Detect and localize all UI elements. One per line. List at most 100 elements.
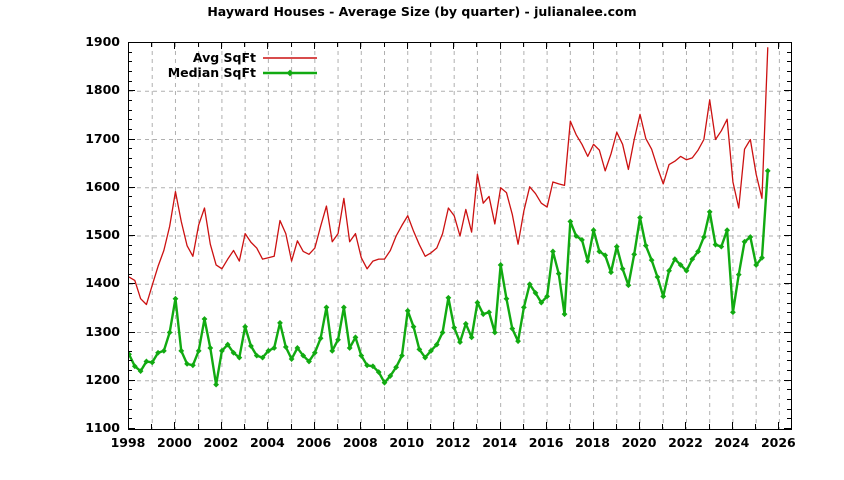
y-axis-minor-tick [128, 51, 132, 53]
y-axis-minor-tick [128, 70, 132, 72]
y-axis-major-tick-right [784, 283, 791, 285]
y-axis-major-tick-right [784, 42, 791, 43]
y-axis-minor-tick-right [787, 177, 791, 179]
x-axis-major-tick-top [499, 42, 501, 49]
y-axis-major-tick [128, 186, 135, 188]
series-marker-median [619, 265, 626, 272]
x-axis-minor-tick-top [429, 42, 431, 47]
x-axis-tick-label: 2026 [760, 435, 796, 450]
series-marker-median [631, 251, 638, 258]
y-axis-tick-label: 1800 [85, 82, 120, 98]
y-axis-major-tick [128, 42, 135, 43]
series-marker-median [166, 329, 173, 336]
series-marker-median [207, 345, 214, 351]
series-marker-median [747, 234, 754, 240]
x-axis-minor-tick [708, 424, 710, 429]
series-marker-median [311, 349, 318, 356]
x-axis-minor-tick [522, 424, 524, 429]
x-axis-major-tick-top [778, 42, 780, 49]
series-marker-median [445, 294, 452, 301]
x-axis-tick-label: 2022 [668, 435, 703, 450]
x-axis-major-tick [685, 422, 687, 429]
y-axis-minor-tick [128, 225, 132, 227]
series-marker-median [700, 234, 707, 240]
y-axis-minor-tick-right [787, 263, 791, 265]
y-axis-minor-tick [128, 418, 132, 420]
series-line-median [129, 169, 769, 386]
series-marker-median [178, 347, 185, 354]
y-axis-minor-tick-right [787, 109, 791, 111]
series-line-avg [129, 47, 769, 306]
x-axis-major-tick [360, 422, 362, 429]
series-marker-median [555, 270, 562, 277]
series-marker-median [451, 324, 458, 331]
y-axis-minor-tick-right [787, 254, 791, 256]
y-axis-minor-tick-right [787, 225, 791, 227]
series-marker-median [689, 256, 696, 263]
y-axis-minor-tick-right [787, 51, 791, 53]
x-axis-major-tick-top [267, 42, 269, 49]
series-marker-median [695, 248, 701, 255]
y-axis-tick-label: 1900 [85, 34, 120, 49]
series-marker-median [236, 354, 243, 361]
series-marker-median [369, 363, 376, 370]
x-axis-tick-label: 2018 [575, 435, 610, 450]
series-marker-median [149, 359, 156, 366]
series-marker-median [538, 299, 545, 306]
x-axis-major-tick [778, 422, 780, 429]
y-axis-major-tick-right [784, 331, 791, 333]
series-marker-median [642, 242, 649, 249]
series-marker-median [550, 248, 556, 255]
y-axis-minor-tick [128, 341, 132, 343]
series-marker-median [718, 243, 725, 250]
x-axis-minor-tick-top [337, 42, 339, 47]
y-axis-minor-tick [128, 370, 132, 372]
x-axis-major-tick-top [128, 42, 129, 49]
series-marker-median [544, 293, 551, 300]
y-axis-minor-tick [128, 109, 132, 111]
plot-svg [129, 43, 791, 429]
y-axis-tick-label: 1500 [85, 227, 120, 242]
y-axis-minor-tick [128, 215, 132, 217]
y-axis-minor-tick-right [787, 302, 791, 304]
series-marker-median [579, 236, 585, 243]
series-marker-median [764, 167, 771, 174]
legend-swatch-median-line [262, 67, 318, 79]
y-axis-major-tick-right [784, 428, 791, 429]
x-axis-minor-tick [476, 424, 478, 429]
series-lines [129, 47, 771, 388]
x-axis-minor-tick-top [383, 42, 385, 47]
x-axis-minor-tick-top [151, 42, 153, 47]
series-marker-median [253, 352, 260, 359]
x-axis-major-tick [499, 422, 501, 429]
y-axis-minor-tick-right [787, 128, 791, 130]
x-axis-minor-tick-top [522, 42, 524, 47]
y-axis-minor-tick-right [787, 273, 791, 275]
series-marker-median [352, 334, 359, 341]
series-marker-median [201, 316, 208, 322]
y-axis-minor-tick [128, 273, 132, 275]
series-marker-median [288, 356, 295, 362]
y-axis-minor-tick [128, 119, 132, 121]
x-axis-minor-tick-top [197, 42, 199, 47]
series-marker-median [683, 267, 690, 274]
series-marker-median [509, 325, 516, 332]
series-marker-median [271, 345, 278, 351]
series-marker-median [340, 304, 347, 311]
x-axis-minor-tick [244, 424, 246, 429]
series-marker-median [596, 248, 603, 255]
x-axis-tick-label: 2006 [296, 435, 332, 450]
series-marker-median [584, 258, 591, 264]
x-axis-tick-label: 2016 [528, 435, 564, 450]
x-axis-tick-label: 2024 [714, 435, 750, 450]
series-marker-median [294, 345, 301, 351]
y-axis-minor-tick [128, 196, 132, 198]
x-axis-minor-tick [383, 424, 385, 429]
y-axis-minor-tick-right [787, 80, 791, 82]
y-axis-minor-tick [128, 254, 132, 256]
series-marker-median [439, 329, 446, 336]
y-axis-tick-label: 1100 [85, 420, 120, 435]
y-axis-minor-tick-right [787, 196, 791, 198]
y-axis-minor-tick [128, 321, 132, 323]
x-axis-major-tick [639, 422, 641, 429]
